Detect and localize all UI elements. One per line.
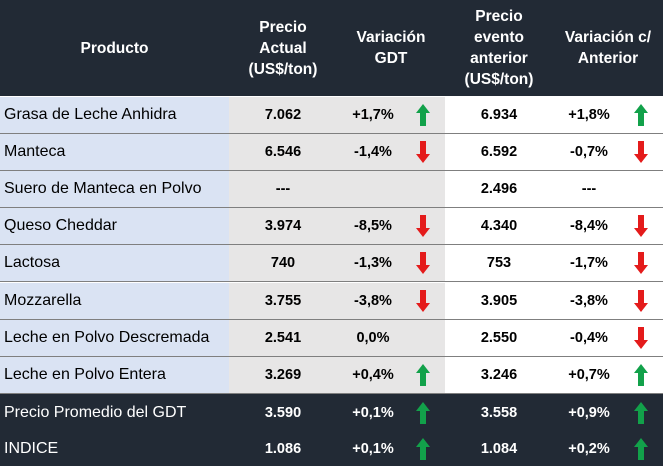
table-row: Grasa de Leche Anhidra 7.062 +1,7% 6.934 +1,… (0, 97, 663, 134)
product-name: Grasa de Leche Anhidra (0, 97, 229, 133)
previous-price: 1.084 (480, 441, 518, 457)
previous-variation: +0,2% (568, 441, 610, 457)
table-row: Mozzarella 3.755 -3,8% 3.905 -3,8% (0, 283, 663, 320)
arrow-up-icon (413, 394, 433, 432)
current-price: 6.546 (264, 144, 302, 160)
gdt-variation: +1,7% (352, 107, 394, 123)
current-price: 3.974 (264, 218, 302, 234)
price-cell-bg (229, 134, 445, 170)
header-precio-actual: Precio Actual (US$/ton) (248, 18, 318, 78)
summary-row: INDICE 1.086 +0,1% 1.084 +0,2% (0, 432, 663, 466)
arrow-down-icon (631, 134, 651, 170)
header-variacion-gdt: Variación GDT (356, 29, 426, 67)
arrow-up-icon (631, 432, 651, 466)
product-name: Mozzarella (0, 283, 229, 319)
table-row: Queso Cheddar 3.974 -8,5% 4.340 -8,4% (0, 208, 663, 245)
current-price: 3.269 (264, 367, 302, 383)
arrow-down-icon (631, 245, 651, 281)
arrow-up-icon (413, 97, 433, 133)
previous-variation: +0,9% (568, 405, 610, 421)
gdt-variation (337, 171, 409, 207)
price-cell-bg (229, 245, 445, 281)
product-name: Precio Promedio del GDT (4, 404, 187, 421)
previous-price: 3.905 (480, 293, 518, 309)
table-row: Manteca 6.546 -1,4% 6.592 -0,7% (0, 134, 663, 171)
gdt-variation: +0,4% (352, 367, 394, 383)
previous-price: 4.340 (480, 218, 518, 234)
previous-variation: -3,8% (570, 293, 608, 309)
table-row: Leche en Polvo Entera 3.269 +0,4% 3.246 +0,7… (0, 357, 663, 394)
previous-price: 2.550 (480, 330, 518, 346)
table-row: Leche en Polvo Descremada 2.541 0,0% 2.550 -… (0, 320, 663, 357)
arrow-up-icon (413, 357, 433, 393)
previous-variation: --- (581, 181, 597, 197)
previous-price: 6.934 (480, 107, 518, 123)
previous-price: 3.246 (480, 367, 518, 383)
previous-price: 6.592 (480, 144, 518, 160)
product-name: Queso Cheddar (0, 208, 229, 244)
current-price: --- (275, 181, 291, 197)
gdt-variation: +0,1% (352, 441, 394, 457)
arrow-down-icon (413, 208, 433, 244)
current-price: 3.755 (264, 293, 302, 309)
arrow-down-icon (631, 208, 651, 244)
header-producto: Producto (80, 39, 149, 57)
price-cell-bg (229, 208, 445, 244)
current-price: 740 (270, 255, 296, 271)
previous-price: 2.496 (480, 181, 518, 197)
arrow-down-icon (413, 134, 433, 170)
table-header: Producto Precio Actual (US$/ton) Variaci… (0, 0, 663, 96)
arrow-down-icon (631, 320, 651, 356)
previous-variation: +1,8% (568, 107, 610, 123)
gdt-variation: 0,0% (356, 330, 390, 346)
previous-variation: -0,7% (570, 144, 608, 160)
arrow-up-icon (631, 394, 651, 432)
header-precio-anterior: Precio evento anterior (US$/ton) (464, 8, 534, 88)
product-name: Suero de Manteca en Polvo (0, 171, 229, 207)
previous-variation: -0,4% (570, 330, 608, 346)
arrow-up-icon (631, 357, 651, 393)
product-name: INDICE (4, 440, 59, 457)
product-name: Manteca (0, 134, 229, 170)
previous-variation: +0,7% (568, 367, 610, 383)
arrow-down-icon (631, 283, 651, 319)
gdt-variation: -8,5% (354, 218, 392, 234)
product-name: Leche en Polvo Entera (0, 357, 229, 393)
current-price: 3.590 (264, 405, 302, 421)
gdt-variation: +0,1% (352, 405, 394, 421)
price-cell-bg (229, 283, 445, 319)
price-cell-bg (229, 320, 445, 356)
product-name: Lactosa (0, 245, 229, 281)
table-row: Suero de Manteca en Polvo --- 2.496 --- (0, 171, 663, 208)
price-cell-bg (229, 357, 445, 393)
previous-price: 753 (486, 255, 512, 271)
table-row: Lactosa 740 -1,3% 753 -1,7% (0, 245, 663, 282)
arrow-up-icon (631, 97, 651, 133)
previous-variation: -1,7% (570, 255, 608, 271)
current-price: 2.541 (264, 330, 302, 346)
gdt-variation: -3,8% (354, 293, 392, 309)
price-cell-bg (229, 171, 445, 207)
header-variacion-anterior: Variación c/ Anterior (564, 29, 652, 67)
summary-row: Precio Promedio del GDT 3.590 +0,1% 3.558 +0… (0, 394, 663, 433)
arrow-up-icon (413, 432, 433, 466)
current-price: 7.062 (264, 107, 302, 123)
gdt-variation: -1,4% (354, 144, 392, 160)
arrow-down-icon (413, 283, 433, 319)
previous-price: 3.558 (480, 405, 518, 421)
previous-variation: -8,4% (570, 218, 608, 234)
current-price: 1.086 (264, 441, 302, 457)
arrow-down-icon (413, 245, 433, 281)
gdt-variation: -1,3% (354, 255, 392, 271)
price-cell-bg (229, 97, 445, 133)
product-name: Leche en Polvo Descremada (0, 320, 229, 356)
